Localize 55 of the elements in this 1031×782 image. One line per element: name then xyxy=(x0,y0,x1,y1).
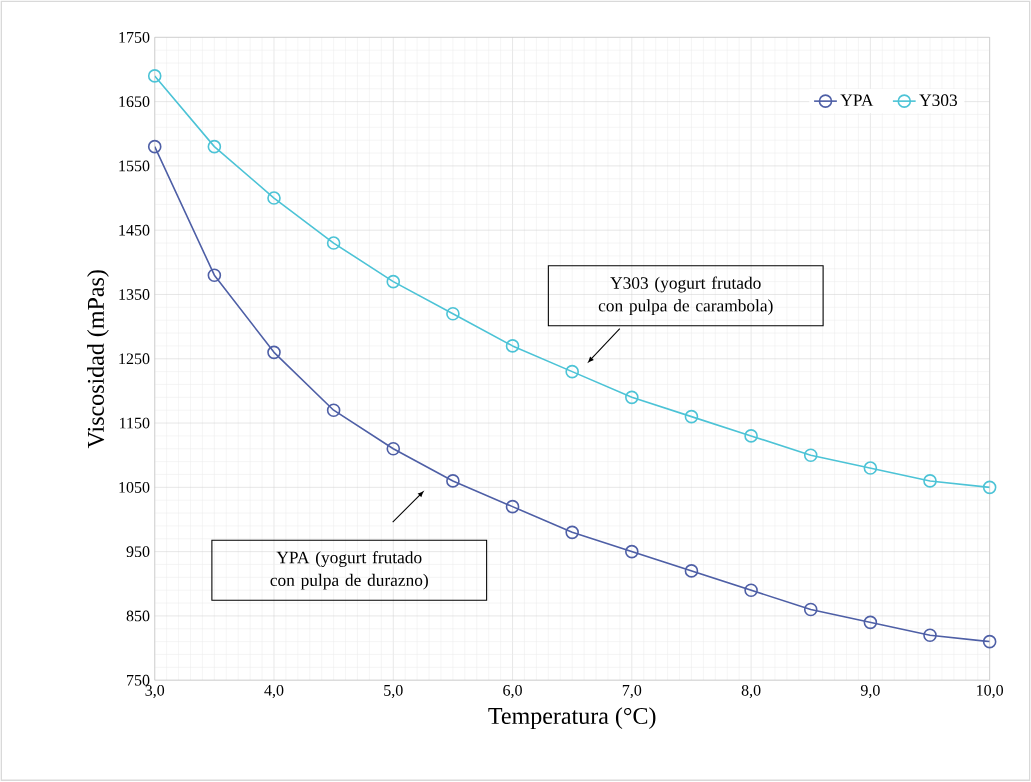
x-tick-label: 7,0 xyxy=(622,685,642,699)
point xyxy=(982,480,997,495)
y-tick-label: 1750 xyxy=(119,32,150,43)
y-tick-label: 1650 xyxy=(119,96,150,108)
point xyxy=(147,140,162,154)
x-tick-label: 5,0 xyxy=(384,685,403,699)
point xyxy=(505,339,520,353)
point xyxy=(505,500,520,514)
x-tick-label: 8,0 xyxy=(741,685,761,699)
point xyxy=(803,448,818,463)
point xyxy=(326,403,341,418)
point xyxy=(744,583,758,598)
point xyxy=(684,564,699,578)
point xyxy=(744,429,758,443)
point xyxy=(923,474,937,488)
point xyxy=(863,615,878,630)
legend-label: Y303 xyxy=(919,94,957,107)
y-tick-label: 1450 xyxy=(119,225,150,236)
point xyxy=(863,461,878,476)
y-tick-label: 950 xyxy=(126,546,150,558)
x-axis-title: Temperatura (°C) xyxy=(488,707,656,730)
point xyxy=(207,268,222,283)
point xyxy=(207,140,222,154)
x-tick-label: 4,0 xyxy=(264,685,284,699)
point xyxy=(446,474,460,488)
point xyxy=(267,345,281,360)
annotation: Y303 (yogurt frutado con pulpa de carambola) xyxy=(598,276,773,316)
point xyxy=(803,602,818,617)
x-tick-label: 9,0 xyxy=(860,685,880,699)
point xyxy=(923,628,937,643)
x-tick-label: 6,0 xyxy=(503,685,522,699)
point xyxy=(565,525,579,540)
x-tick-label: 3,0 xyxy=(145,685,165,699)
point xyxy=(147,69,162,83)
annotation: YPA (yogurt frutado con pulpa de durazno) xyxy=(270,551,428,590)
y-axis-title: Viscosidad (mPas) xyxy=(87,270,109,449)
y-tick-label: 1250 xyxy=(119,353,150,365)
point xyxy=(625,545,639,559)
y-tick-label: 1150 xyxy=(119,417,150,429)
point xyxy=(982,635,997,649)
point xyxy=(386,442,401,456)
legend-label: YPA xyxy=(840,94,874,107)
point xyxy=(625,390,639,405)
x-tick-label: 10,0 xyxy=(977,685,1004,699)
y-tick-label: 1050 xyxy=(119,482,150,493)
point xyxy=(565,365,579,379)
point xyxy=(267,191,281,206)
y-tick-label: 1350 xyxy=(119,289,150,301)
point xyxy=(386,275,401,289)
point xyxy=(326,236,341,251)
point xyxy=(684,410,699,424)
y-tick-label: 850 xyxy=(126,610,150,622)
y-tick-label: 1550 xyxy=(119,160,150,172)
point xyxy=(446,307,460,321)
y-tick-label: 750 xyxy=(127,675,150,686)
